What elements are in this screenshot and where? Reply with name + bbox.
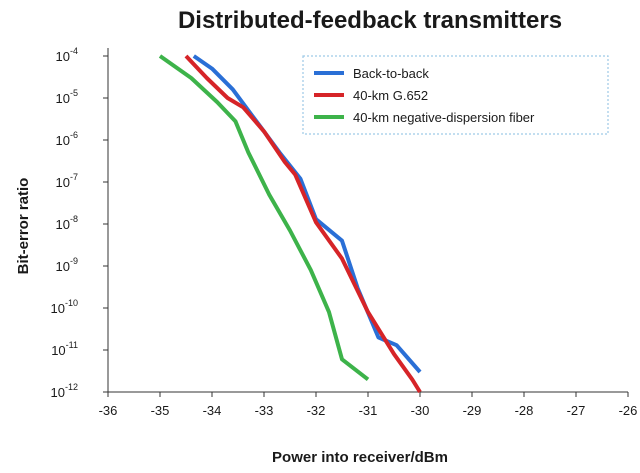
x-tick-label: -31 [359, 403, 378, 418]
legend: Back-to-back 40-km G.652 40-km negative-di… [302, 55, 609, 135]
y-tick-exponent: -5 [70, 88, 78, 98]
y-tick-label: 10-6 [56, 130, 78, 148]
y-tick-base: 10 [56, 133, 70, 148]
x-axis-label: Power into receiver/dBm [272, 449, 448, 466]
legend-box [302, 55, 609, 135]
y-tick-exponent: -12 [65, 382, 78, 392]
y-tick-label: 10-9 [56, 256, 78, 274]
x-ticks: -36 -35 -34 -33 -32 -31 -30 -29 -28 -27 -26 [99, 392, 638, 418]
x-tick-label: -29 [463, 403, 482, 418]
y-tick-base: 10 [51, 385, 65, 400]
y-tick-label: 10-11 [51, 340, 78, 358]
y-tick-exponent: -6 [70, 130, 78, 140]
series-line-1 [192, 54, 422, 374]
y-tick-exponent: -11 [66, 340, 78, 350]
x-tick-label: -27 [567, 403, 586, 418]
chart-title: Distributed-feedback transmitters [178, 7, 562, 34]
legend-label-3: 40-km negative-dispersion fiber [353, 110, 535, 125]
x-tick-label: -36 [99, 403, 118, 418]
series-line-3 [158, 54, 370, 381]
x-tick-label: -32 [307, 403, 326, 418]
y-tick-label: 10-12 [51, 382, 78, 400]
y-tick-base: 10 [56, 91, 70, 106]
x-tick-label: -34 [203, 403, 222, 418]
x-tick-label: -28 [515, 403, 534, 418]
x-tick-label: -33 [255, 403, 274, 418]
y-tick-exponent: -4 [70, 46, 78, 56]
y-tick-exponent: -9 [70, 256, 78, 266]
y-tick-base: 10 [56, 175, 70, 190]
y-tick-base: 10 [56, 49, 70, 64]
y-tick-label: 10-10 [51, 298, 78, 316]
y-axis-label: Bit-error ratio [15, 178, 32, 275]
y-tick-label: 10-8 [56, 214, 78, 232]
y-tick-exponent: -7 [70, 172, 78, 182]
x-tick-label: -26 [619, 403, 638, 418]
y-tick-exponent: -8 [70, 214, 78, 224]
legend-label-1: Back-to-back [353, 66, 429, 81]
series-line-2 [184, 54, 422, 394]
y-tick-label: 10-5 [56, 88, 78, 106]
y-tick-base: 10 [56, 259, 70, 274]
y-tick-label: 10-4 [56, 46, 78, 64]
x-tick-label: -30 [411, 403, 430, 418]
y-tick-exponent: -10 [65, 298, 78, 308]
legend-label-2: 40-km G.652 [353, 88, 428, 103]
x-tick-label: -35 [151, 403, 170, 418]
y-tick-base: 10 [51, 343, 65, 358]
series-lines [158, 54, 422, 394]
y-tick-base: 10 [51, 301, 65, 316]
y-tick-base: 10 [56, 217, 70, 232]
y-tick-label: 10-7 [56, 172, 78, 190]
